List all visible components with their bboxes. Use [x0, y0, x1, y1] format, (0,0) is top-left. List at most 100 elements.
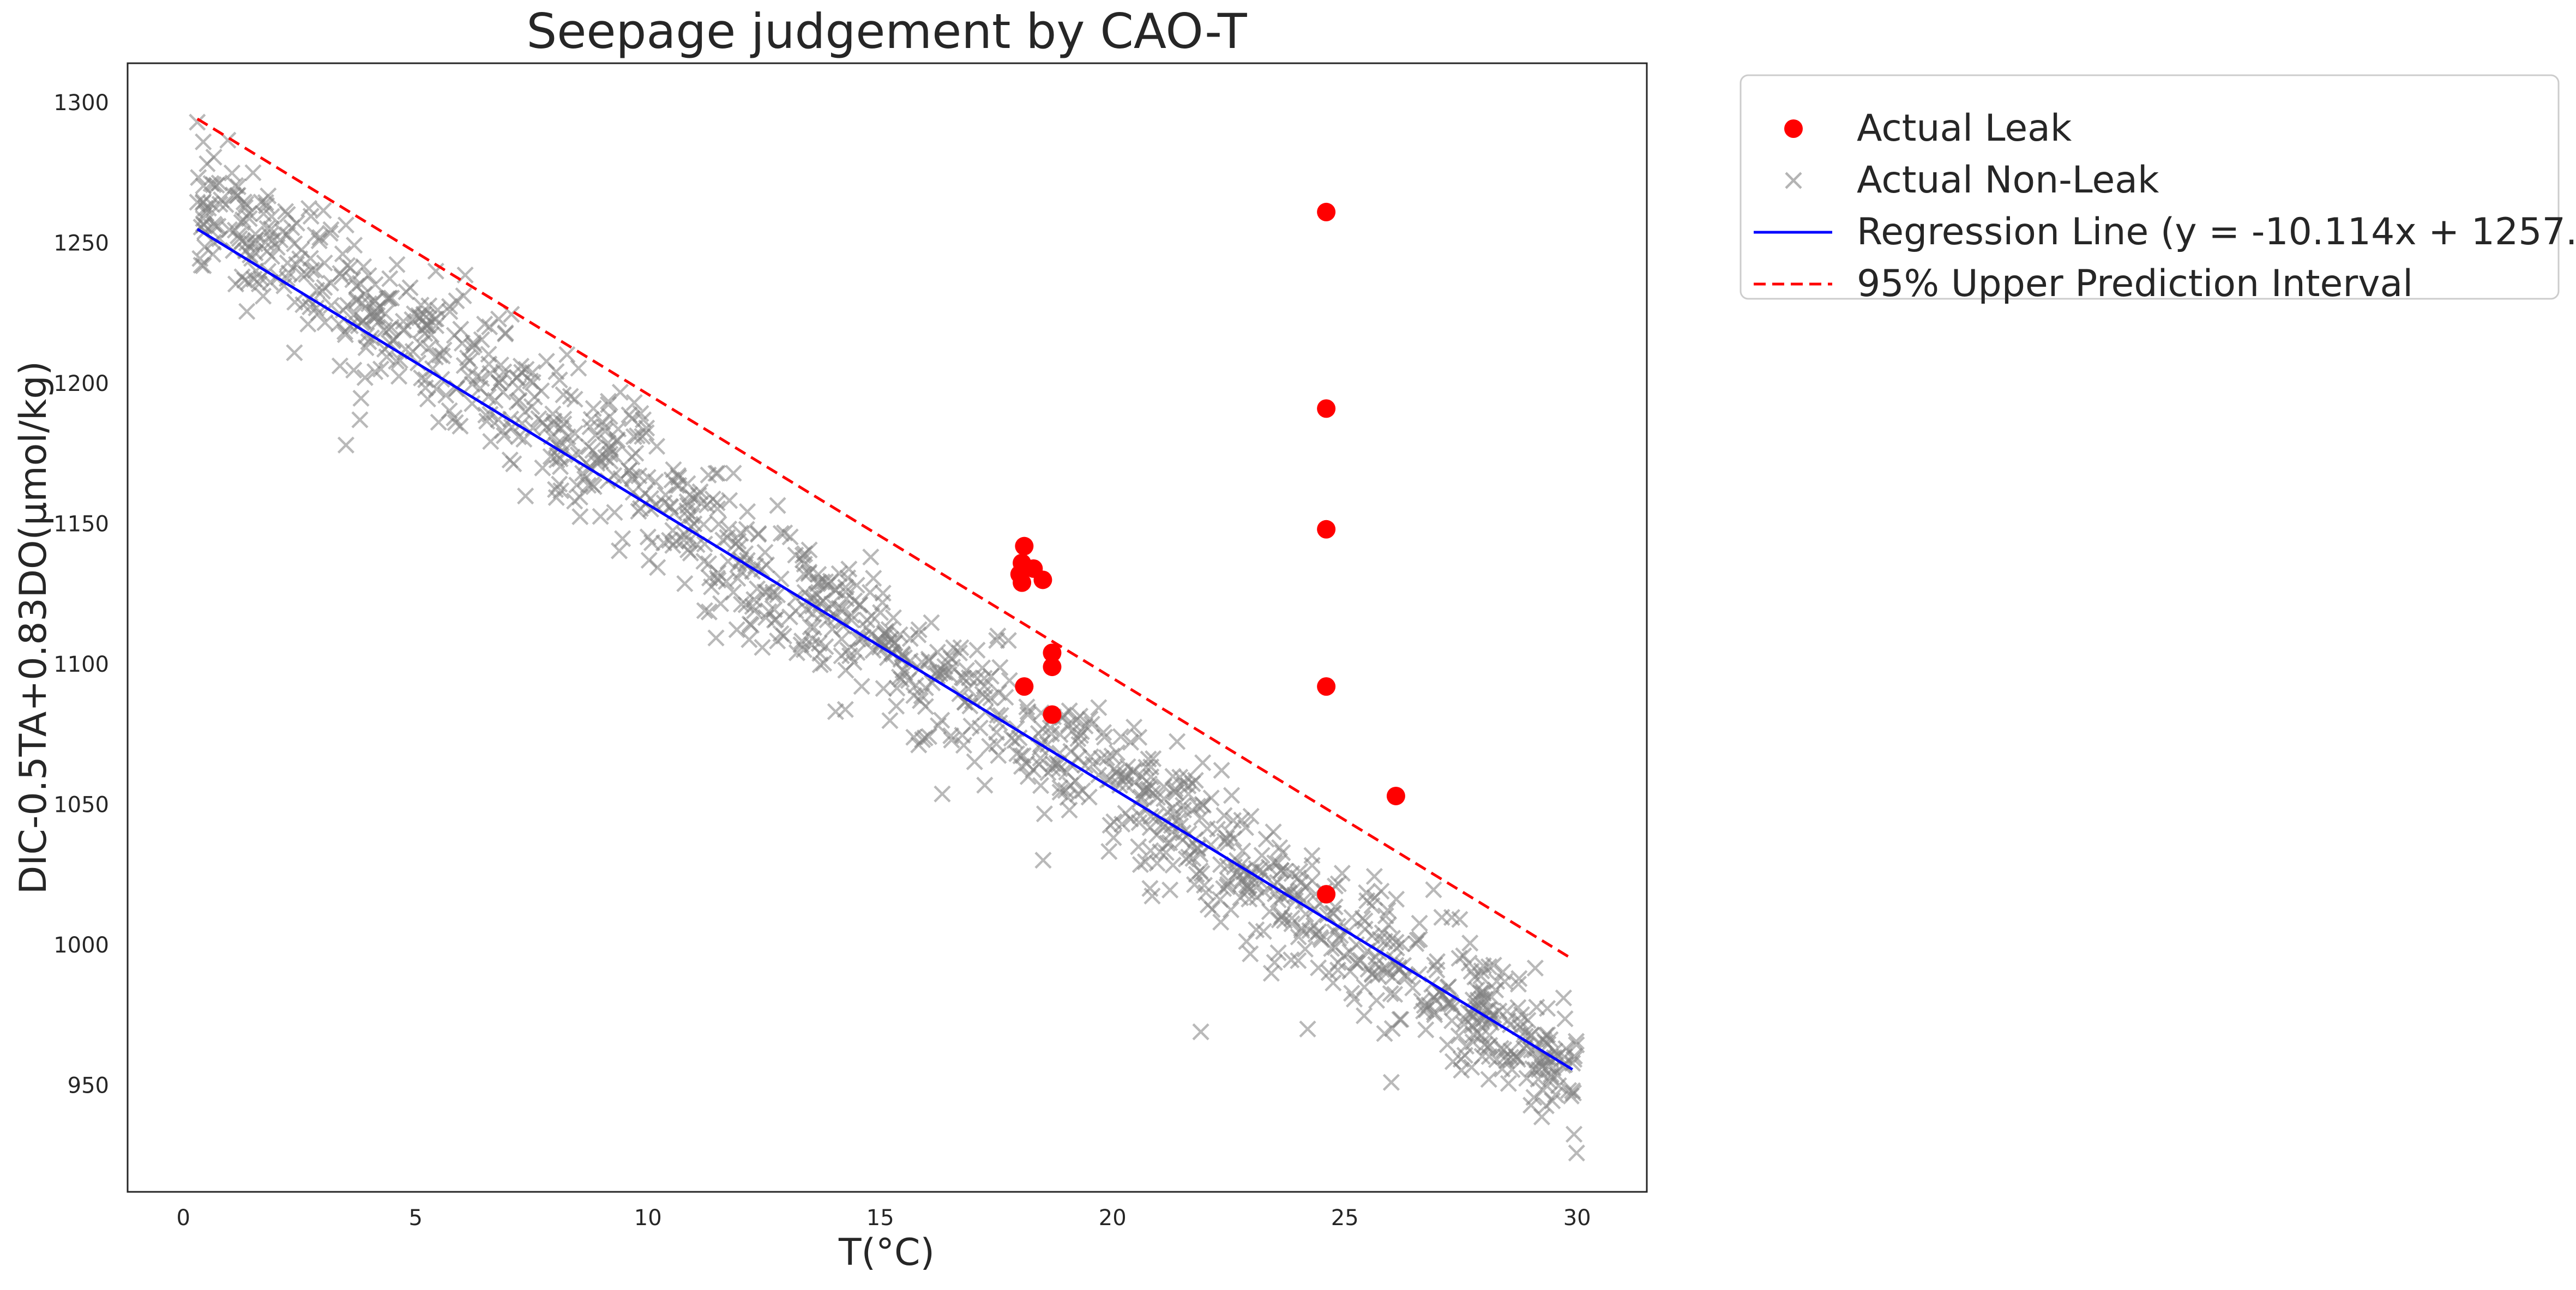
series-lines	[196, 117, 1573, 1071]
x-tick-label: 25	[1331, 1205, 1359, 1231]
non-leak-point	[310, 232, 328, 250]
non-leak-point	[704, 490, 721, 508]
non-leak-point	[741, 631, 758, 648]
non-leak-point	[1171, 768, 1189, 786]
non-leak-point	[1126, 773, 1143, 791]
y-tick-label: 1000	[53, 933, 109, 958]
y-tick-label: 950	[68, 1073, 109, 1098]
non-leak-point	[1509, 975, 1527, 993]
non-leak-point	[571, 508, 589, 526]
non-leak-point	[1164, 857, 1182, 874]
non-leak-point	[1105, 829, 1122, 846]
non-leak-point	[910, 621, 928, 638]
non-leak-point	[1061, 801, 1078, 819]
leak-point	[1013, 573, 1032, 592]
non-leak-point	[252, 269, 269, 287]
non-leak-point	[577, 454, 595, 472]
x-tick-label: 30	[1563, 1205, 1591, 1231]
non-leak-point	[490, 411, 507, 429]
regression-line	[196, 227, 1573, 1071]
non-leak-point	[1352, 951, 1369, 969]
non-leak-point	[459, 349, 477, 367]
non-leak-point	[1380, 916, 1398, 934]
non-leak-point	[1166, 805, 1184, 823]
non-leak-point	[710, 515, 727, 533]
non-leak-point	[982, 689, 1000, 707]
non-leak-point	[464, 376, 481, 393]
non-leak-point	[696, 602, 713, 619]
non-leak-point	[597, 423, 614, 440]
non-leak-point	[1232, 889, 1249, 907]
non-leak-point	[587, 426, 604, 444]
non-leak-point	[776, 524, 793, 541]
x-tick-label: 20	[1099, 1205, 1127, 1231]
non-leak-point	[1392, 1011, 1410, 1028]
non-leak-point	[1044, 755, 1062, 773]
non-leak-point	[670, 477, 688, 495]
non-leak-point	[1105, 813, 1123, 830]
non-leak-point	[1377, 907, 1394, 925]
non-leak-point	[1208, 821, 1226, 838]
non-leak-point	[321, 225, 339, 242]
non-leak-point	[286, 344, 303, 361]
non-leak-point	[293, 241, 310, 258]
non-leak-point	[804, 630, 821, 647]
non-leak-point	[1416, 997, 1433, 1014]
non-leak-point	[427, 317, 445, 335]
non-leak-point	[410, 307, 428, 324]
leak-point	[1317, 202, 1336, 221]
non-leak-point	[863, 607, 881, 624]
non-leak-point	[331, 357, 349, 375]
non-leak-point	[815, 654, 833, 672]
non-leak-point	[190, 169, 207, 186]
non-leak-point	[549, 447, 566, 464]
non-leak-point	[1242, 807, 1260, 825]
non-leak-point	[1169, 733, 1186, 750]
non-leak-point	[517, 487, 534, 505]
non-leak-point	[417, 379, 434, 397]
non-leak-point	[744, 598, 761, 615]
non-leak-point	[788, 644, 805, 661]
non-leak-point	[748, 580, 766, 598]
non-leak-point	[966, 753, 983, 770]
non-leak-point	[1220, 872, 1237, 890]
non-leak-point	[614, 530, 631, 547]
x-tick-label: 10	[634, 1205, 662, 1231]
non-leak-point	[1215, 807, 1233, 824]
non-leak-point	[708, 569, 726, 587]
non-leak-point	[279, 226, 296, 244]
non-leak-point	[446, 409, 463, 427]
non-leak-point	[455, 287, 472, 305]
non-leak-point	[690, 487, 707, 504]
non-leak-point	[990, 747, 1007, 764]
non-leak-point	[605, 446, 623, 463]
non-leak-point	[336, 326, 354, 343]
non-leak-point	[274, 223, 291, 240]
non-leak-point	[1518, 1070, 1536, 1087]
non-leak-point	[413, 369, 430, 387]
non-leak-point	[1343, 909, 1361, 926]
non-leak-point	[366, 276, 384, 293]
non-leak-point	[1299, 1020, 1316, 1038]
legend-non-leak-marker	[1785, 172, 1802, 189]
non-leak-point	[1051, 783, 1069, 801]
non-leak-point	[1427, 992, 1445, 1009]
non-leak-point	[355, 258, 372, 275]
non-leak-point	[308, 281, 326, 299]
non-leak-point	[1192, 1023, 1209, 1041]
non-leak-point	[1526, 959, 1544, 977]
non-leak-point	[822, 572, 839, 590]
non-leak-point	[662, 498, 679, 516]
non-leak-point	[558, 346, 576, 363]
non-leak-point	[223, 164, 241, 182]
non-leak-point	[675, 531, 693, 548]
non-leak-point	[1296, 941, 1314, 958]
non-leak-point	[1539, 999, 1556, 1017]
non-leak-points	[189, 113, 1585, 1162]
legend-label: Actual Non-Leak	[1857, 159, 2159, 202]
legend-box	[1740, 74, 2560, 300]
non-leak-point	[836, 701, 854, 718]
non-leak-point	[429, 301, 447, 319]
non-leak-point	[801, 563, 818, 581]
non-leak-point	[195, 210, 212, 227]
